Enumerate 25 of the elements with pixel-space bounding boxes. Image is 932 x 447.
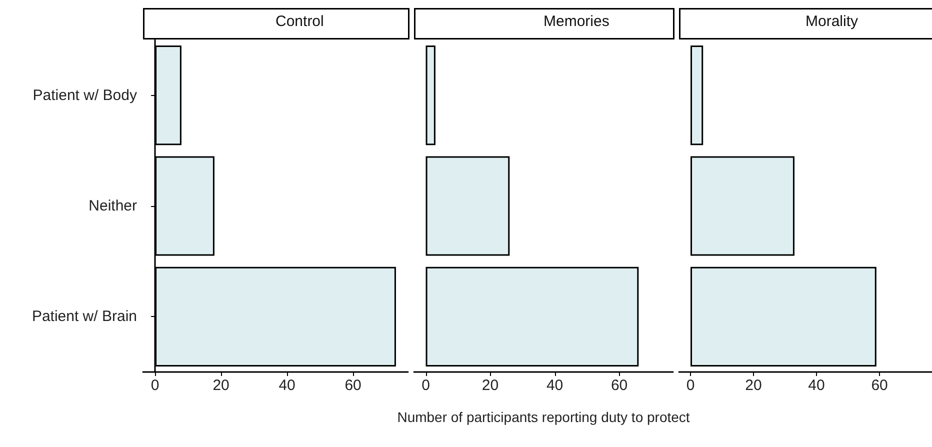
x-tick-label: 20 xyxy=(745,377,762,394)
x-tick-label: 0 xyxy=(422,377,430,394)
bar xyxy=(426,156,510,256)
bar xyxy=(426,46,436,146)
bar xyxy=(426,266,639,366)
x-tick-label: 20 xyxy=(212,377,230,394)
chart-title: Morality xyxy=(805,13,859,30)
y-tick-label: Patient w/ Body xyxy=(32,86,138,104)
x-tick-label: 40 xyxy=(808,377,825,394)
x-tick-label: 60 xyxy=(344,377,362,394)
bar xyxy=(690,266,876,366)
x-tick-label: 60 xyxy=(871,377,888,394)
x-tick-label: 40 xyxy=(278,377,296,394)
bar xyxy=(690,46,704,146)
y-tick-label: Patient w/ Brain xyxy=(32,308,137,326)
x-tick-label: 40 xyxy=(546,377,564,394)
x-axis-title: Number of participants reporting duty to protect xyxy=(397,409,690,425)
chart-title: Control xyxy=(275,13,324,30)
chart-title: Memories xyxy=(543,13,610,30)
x-tick-label: 60 xyxy=(610,377,628,394)
y-tick-label: Neither xyxy=(88,198,137,214)
x-tick-label: 0 xyxy=(686,377,695,394)
x-tick-label: 0 xyxy=(150,377,160,394)
bar xyxy=(690,156,794,256)
x-tick-label: 20 xyxy=(482,377,499,394)
